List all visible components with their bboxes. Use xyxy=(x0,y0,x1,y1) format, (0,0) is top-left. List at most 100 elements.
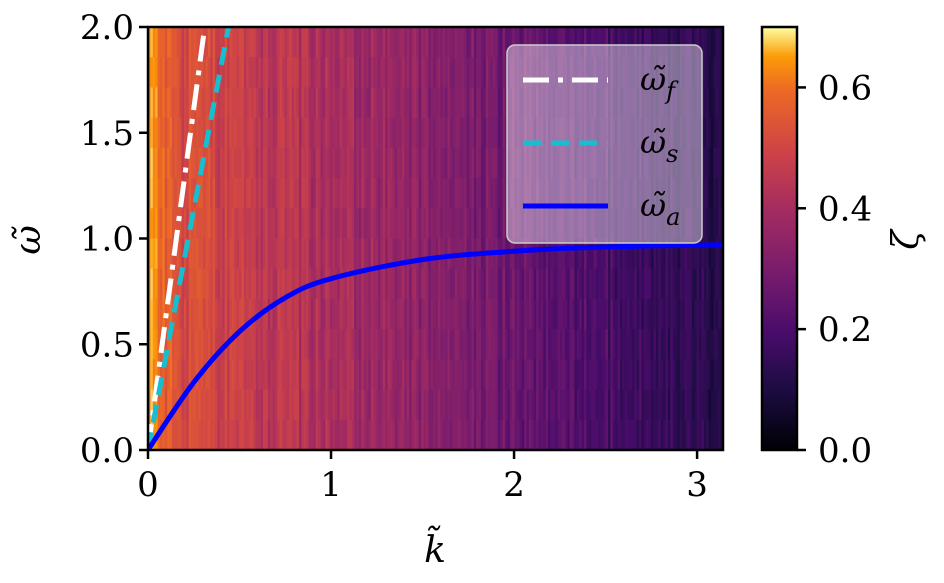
heatmap-cell xyxy=(241,117,245,149)
heatmap-cell xyxy=(284,329,288,360)
heatmap-cell xyxy=(195,147,199,179)
heatmap-cell xyxy=(236,147,240,179)
heatmap-cell xyxy=(442,178,446,209)
heatmap-cell xyxy=(399,27,403,58)
heatmap-cell xyxy=(641,359,645,391)
heatmap-cell xyxy=(672,238,676,270)
heatmap-cell xyxy=(332,329,336,360)
heatmap-cell xyxy=(531,389,535,421)
heatmap-cell xyxy=(497,298,501,330)
heatmap-cell xyxy=(631,359,635,391)
heatmap-cell xyxy=(533,359,537,391)
heatmap-cell xyxy=(440,389,444,421)
heatmap-cell xyxy=(315,389,319,421)
heatmap-cell xyxy=(665,87,669,119)
heatmap-cell xyxy=(636,208,640,240)
heatmap-cell xyxy=(447,329,451,360)
heatmap-cell xyxy=(619,238,623,270)
heatmap-cell xyxy=(576,359,580,391)
heatmap-cell xyxy=(684,147,688,179)
heatmap-cell xyxy=(248,359,252,391)
heatmap-cell xyxy=(236,329,240,360)
heatmap-cell xyxy=(473,57,477,89)
heatmap-cell xyxy=(239,57,243,89)
heatmap-cell xyxy=(516,268,520,300)
heatmap-cell xyxy=(215,27,219,58)
heatmap-cell xyxy=(711,178,715,209)
heatmap-cell xyxy=(378,178,381,209)
heatmap-cell xyxy=(361,117,365,149)
heatmap-cell xyxy=(210,298,214,330)
heatmap-cell xyxy=(234,178,238,209)
heatmap-cell xyxy=(550,87,554,119)
heatmap-cell xyxy=(188,268,192,300)
heatmap-cell xyxy=(545,57,549,89)
heatmap-cell xyxy=(442,329,446,360)
heatmap-cell xyxy=(351,147,355,179)
heatmap-cell xyxy=(222,238,226,270)
heatmap-cell xyxy=(516,389,520,421)
heatmap-cell xyxy=(521,329,525,360)
heatmap-cell xyxy=(174,419,178,450)
heatmap-cell xyxy=(584,268,588,300)
heatmap-cell xyxy=(279,419,283,450)
heatmap-cell xyxy=(387,208,391,240)
heatmap-cell xyxy=(423,178,427,209)
heatmap-cell xyxy=(219,238,223,270)
heatmap-cell xyxy=(251,178,255,209)
heatmap-cell xyxy=(464,389,468,421)
heatmap-cell xyxy=(425,87,429,119)
heatmap-cell xyxy=(483,329,487,360)
heatmap-cell xyxy=(416,359,420,391)
heatmap-cell xyxy=(703,419,707,450)
heatmap-cell xyxy=(404,298,408,330)
heatmap-cell xyxy=(596,117,600,149)
heatmap-cell xyxy=(466,208,470,240)
heatmap-cell xyxy=(217,27,221,58)
heatmap-cell xyxy=(325,147,329,179)
heatmap-cell xyxy=(205,147,209,179)
heatmap-cell xyxy=(313,329,317,360)
heatmap-cell xyxy=(241,359,245,391)
heatmap-cell xyxy=(243,238,247,270)
heatmap-cell xyxy=(301,27,305,58)
heatmap-cell xyxy=(361,208,365,240)
heatmap-cell xyxy=(569,238,573,270)
heatmap-cell xyxy=(282,87,286,119)
heatmap-cell xyxy=(476,147,480,179)
heatmap-cell xyxy=(495,359,499,391)
heatmap-cell xyxy=(516,117,520,149)
heatmap-cell xyxy=(303,419,307,450)
heatmap-cell xyxy=(222,389,226,421)
heatmap-cell xyxy=(588,419,592,450)
heatmap-cell xyxy=(437,57,441,89)
heatmap-cell xyxy=(313,147,317,179)
heatmap-cell xyxy=(279,298,283,330)
heatmap-cell xyxy=(526,208,530,240)
heatmap-cell xyxy=(641,419,645,450)
heatmap-cell xyxy=(596,298,600,330)
heatmap-cell xyxy=(435,208,439,240)
heatmap-cell xyxy=(437,27,441,58)
heatmap-cell xyxy=(454,268,458,300)
heatmap-cell xyxy=(447,178,451,209)
heatmap-cell xyxy=(346,389,350,421)
heatmap-cell xyxy=(667,87,671,119)
heatmap-cell xyxy=(651,268,655,300)
heatmap-cell xyxy=(380,27,384,58)
heatmap-cell xyxy=(188,389,192,421)
heatmap-cell xyxy=(605,27,609,58)
heatmap-cell xyxy=(651,57,655,89)
heatmap-cell xyxy=(495,87,499,119)
heatmap-cell xyxy=(277,359,281,391)
heatmap-cell xyxy=(270,298,274,330)
heatmap-cell xyxy=(354,329,358,360)
heatmap-cell xyxy=(497,117,501,149)
heatmap-cell xyxy=(282,57,286,89)
heatmap-cell xyxy=(560,147,564,179)
heatmap-cell xyxy=(528,419,532,450)
y-tick-label: 2.0 xyxy=(80,8,134,48)
heatmap-cell xyxy=(246,147,250,179)
heatmap-cell xyxy=(639,87,643,119)
heatmap-cell xyxy=(428,359,432,391)
